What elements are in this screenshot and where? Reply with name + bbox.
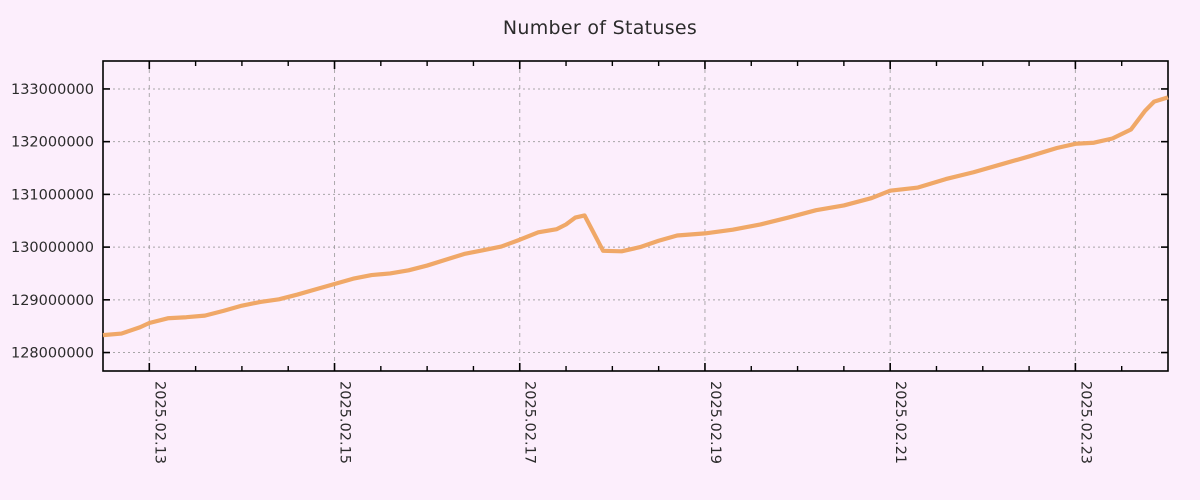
y-axis-tick-label: 130000000 bbox=[11, 240, 94, 256]
plot-area-background bbox=[103, 61, 1168, 371]
data-series-group bbox=[102, 95, 1169, 338]
tickmarks-group bbox=[103, 61, 1168, 371]
y-axis-tick-label: 132000000 bbox=[11, 135, 94, 151]
x-axis-tick-label: 2025.02.19 bbox=[707, 381, 723, 464]
y-axis-tick-label: 133000000 bbox=[11, 82, 94, 98]
x-axis-tick-label: 2025.02.21 bbox=[892, 381, 908, 464]
plot-frame bbox=[102, 60, 1169, 372]
chart-title: Number of Statuses bbox=[502, 17, 698, 39]
data-line-number-of-statuses bbox=[102, 95, 1169, 338]
x-axis-tick-label: 2025.02.17 bbox=[522, 381, 538, 464]
y-axis-tick-labels: 128000000 129000000 130000000 131000000 1320… bbox=[11, 82, 94, 362]
y-axis-tick-label: 128000000 bbox=[11, 346, 94, 362]
gridlines-group bbox=[103, 61, 1168, 371]
x-axis-tick-label: 2025.02.23 bbox=[1077, 381, 1093, 464]
y-axis-tick-label: 131000000 bbox=[11, 187, 94, 203]
x-axis-tick-labels: 2025.02.13 2025.02.15 2025.02.17 2025.02.19… bbox=[151, 381, 1093, 464]
x-axis-tick-label: 2025.02.15 bbox=[337, 381, 353, 464]
y-axis-tick-label: 129000000 bbox=[11, 293, 94, 309]
x-axis-tick-label: 2025.02.13 bbox=[151, 381, 167, 464]
plot-background-group bbox=[103, 61, 1168, 371]
